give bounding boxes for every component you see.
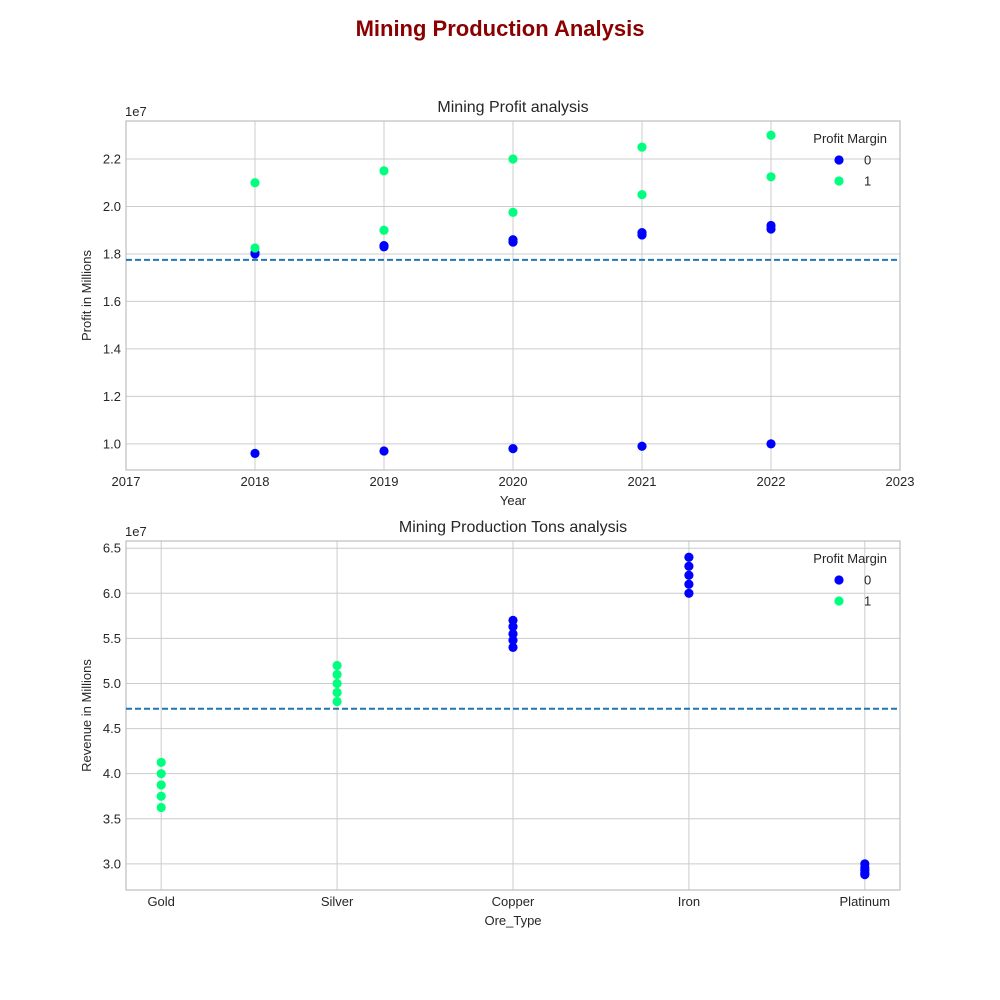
data-point (379, 241, 389, 251)
data-point (250, 243, 260, 253)
data-point (156, 769, 166, 779)
y-tick-label: 2.2 (103, 151, 121, 166)
production-chart: Gold Silver Copper Iron Platinum 3.0 3.5 4.0 4.5… (79, 519, 901, 928)
data-point (508, 207, 518, 218)
data-point (508, 444, 518, 454)
legend-marker (834, 176, 844, 186)
data-point (508, 642, 518, 653)
data-point (637, 189, 647, 200)
legend-label: 1 (864, 174, 871, 189)
data-point (637, 227, 647, 238)
data-point (250, 448, 260, 458)
legend-title: Profit Margin (813, 551, 887, 566)
data-point (156, 780, 166, 790)
data-point (766, 130, 776, 140)
data-point (508, 635, 518, 645)
data-point (766, 220, 776, 231)
chart-title: Mining Profit analysis (437, 99, 588, 116)
data-point (508, 622, 518, 632)
x-tick-label: 2018 (241, 474, 270, 489)
x-tick-label: 2021 (628, 474, 657, 489)
y-tick-label: 2.0 (103, 199, 121, 214)
data-point (684, 570, 694, 580)
data-point (508, 615, 518, 625)
y-tick-label: 1.6 (103, 294, 121, 309)
data-point (766, 172, 776, 182)
data-point (332, 696, 342, 707)
data-point (684, 588, 694, 598)
data-point (684, 552, 694, 562)
figure-title: Mining Production Analysis (356, 16, 645, 41)
data-point (156, 791, 166, 801)
y-tick-label: 3.0 (103, 856, 121, 871)
legend-label: 0 (864, 153, 871, 168)
data-point (250, 178, 260, 188)
legend-label: 1 (864, 594, 871, 609)
x-tick-label: Copper (492, 894, 535, 909)
data-point (332, 678, 342, 689)
profit-chart: 2017 2018 2019 2020 2021 2022 2023 1.0 1.2 1.4 1.6… (79, 99, 914, 508)
legend-marker (834, 596, 844, 606)
y-tick-label: 5.5 (103, 631, 121, 646)
y-tick-label: 4.5 (103, 721, 121, 736)
x-axis-label: Ore_Type (484, 913, 541, 928)
legend-title: Profit Margin (813, 131, 887, 146)
data-point (332, 660, 342, 671)
y-tick-label: 1.0 (103, 436, 121, 451)
y-tick-label: 1.8 (103, 246, 121, 261)
data-point (766, 439, 776, 449)
y-tick-label: 3.5 (103, 811, 121, 826)
data-point (379, 446, 389, 456)
legend-marker (834, 155, 844, 165)
x-tick-label: 2017 (112, 474, 141, 489)
x-tick-label: 2023 (886, 474, 915, 489)
x-tick-label: Platinum (840, 894, 891, 909)
data-point (508, 235, 518, 245)
data-point (860, 859, 870, 869)
y-tick-label: 6.5 (103, 541, 121, 556)
x-tick-label: Silver (321, 894, 354, 909)
data-point (637, 142, 647, 152)
data-point (379, 225, 389, 235)
y-tick-label: 6.0 (103, 586, 121, 601)
data-point (332, 669, 342, 680)
axes-frame (125, 120, 901, 471)
y-tick-label: 1.2 (103, 389, 121, 404)
data-point (156, 802, 166, 813)
axes-frame (125, 540, 901, 891)
y-axis-label: Revenue in Millions (79, 659, 94, 772)
y-offset-text: 1e7 (125, 524, 147, 539)
y-tick-label: 4.0 (103, 766, 121, 781)
x-tick-label: Iron (678, 894, 700, 909)
data-point (332, 687, 342, 698)
legend-label: 0 (864, 573, 871, 588)
x-tick-label: 2022 (757, 474, 786, 489)
data-point (379, 166, 389, 176)
data-point (684, 561, 694, 571)
legend-marker (834, 575, 844, 585)
chart-title: Mining Production Tons analysis (399, 519, 627, 536)
data-point (508, 154, 518, 164)
y-tick-label: 1.4 (103, 341, 121, 356)
data-point (508, 629, 518, 639)
data-point (684, 579, 694, 589)
x-axis-label: Year (500, 493, 527, 508)
x-tick-label: 2020 (499, 474, 528, 489)
y-offset-text: 1e7 (125, 104, 147, 119)
x-tick-label: Gold (147, 894, 174, 909)
data-point (637, 441, 647, 451)
y-axis-label: Profit in Millions (79, 249, 94, 341)
data-point (156, 757, 166, 767)
x-tick-label: 2019 (370, 474, 399, 489)
y-tick-label: 5.0 (103, 676, 121, 691)
